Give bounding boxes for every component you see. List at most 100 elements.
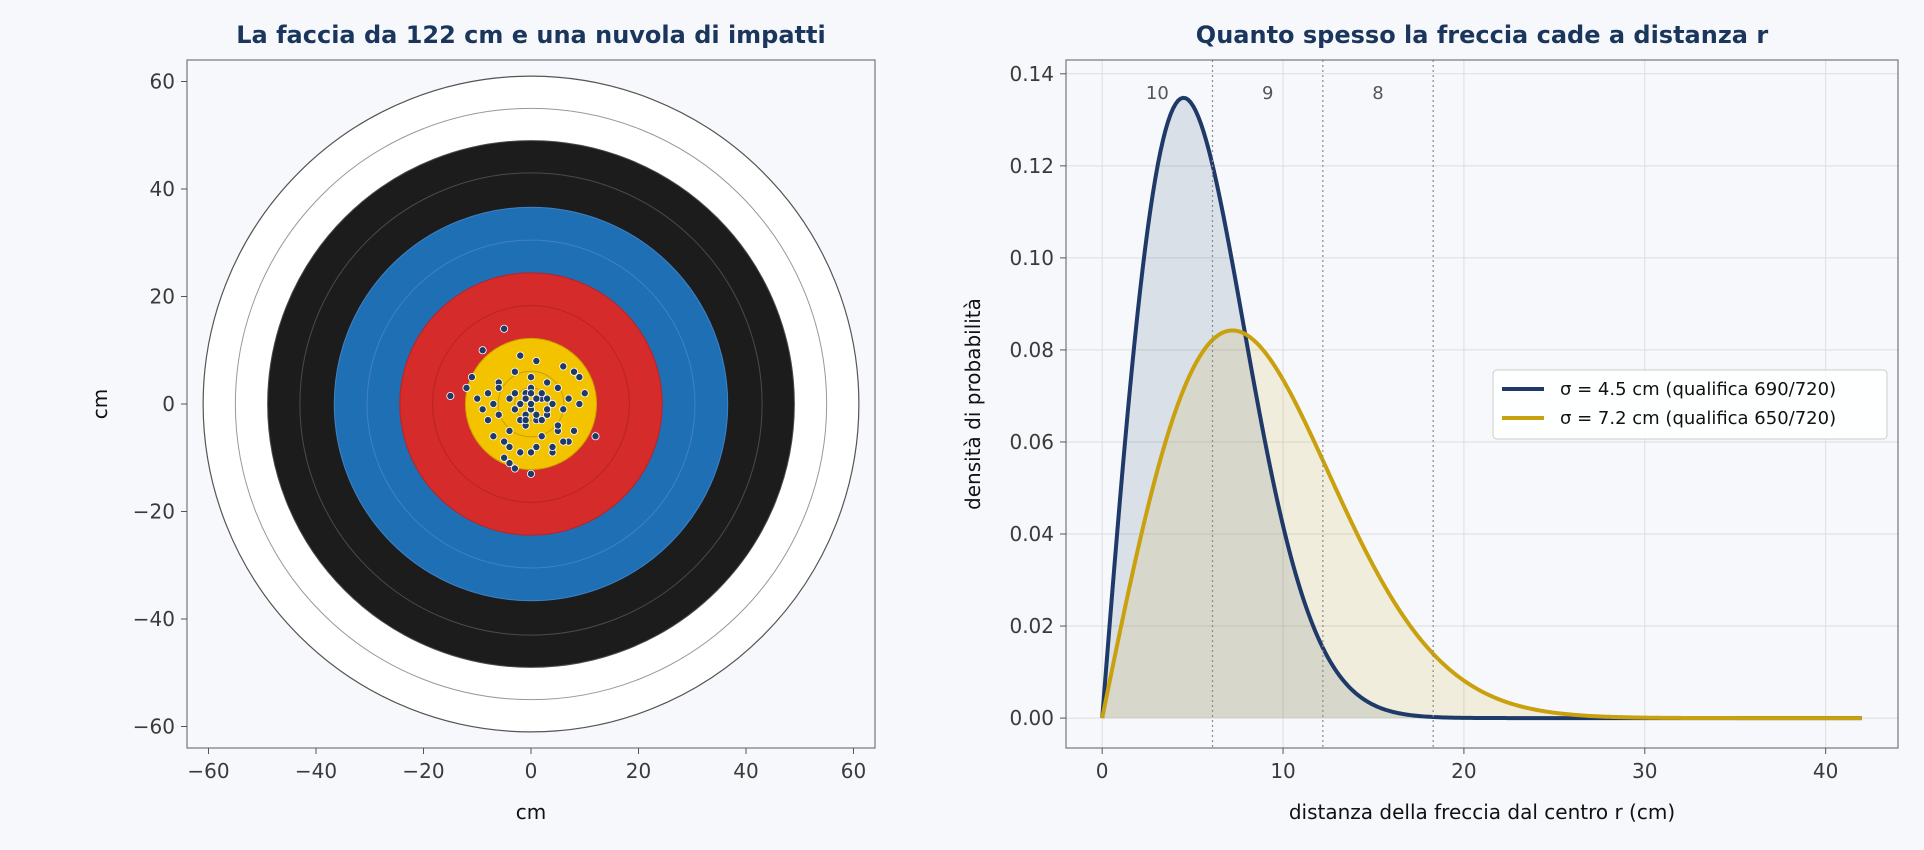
- impact-point: [489, 432, 498, 441]
- density-y-tick-label: 0.10: [1009, 246, 1054, 270]
- density-fill-b: [1102, 330, 1862, 719]
- impact-point: [505, 459, 514, 468]
- impact-point: [516, 351, 525, 360]
- impact-point: [559, 362, 568, 371]
- impact-point: [543, 378, 552, 387]
- target-x-tick-label: 60: [841, 759, 866, 783]
- impact-point: [489, 399, 498, 408]
- impact-point: [473, 394, 482, 403]
- density-y-tick-label: 0.06: [1009, 430, 1054, 454]
- impact-point: [521, 394, 530, 403]
- density-y-tick-label: 0.14: [1009, 62, 1054, 86]
- target-x-tick-label: 20: [626, 759, 651, 783]
- zone-labels: 10 9 8: [1146, 83, 1384, 104]
- legend-label-a: σ = 4.5 cm (qualifica 690/720): [1560, 379, 1836, 400]
- target-x-axis-label: cm: [516, 800, 546, 824]
- density-x-tick-label: 20: [1451, 759, 1476, 783]
- impact-point: [500, 453, 509, 462]
- impact-point: [575, 373, 584, 382]
- target-y-tick-label: 20: [150, 285, 175, 309]
- impact-point: [564, 394, 573, 403]
- impact-point: [580, 389, 589, 398]
- target-y-tick-label: 0: [162, 392, 175, 416]
- density-y-tick-label: 0.02: [1009, 614, 1054, 638]
- density-y-tick-label: 0.04: [1009, 522, 1054, 546]
- impact-point: [532, 394, 541, 403]
- density-y-tick-label: 0.08: [1009, 338, 1054, 362]
- target-x-tick-label: 40: [733, 759, 758, 783]
- impact-point: [527, 469, 536, 478]
- impact-point: [510, 367, 519, 376]
- impact-point: [500, 324, 509, 333]
- impact-point: [505, 442, 514, 451]
- target-y-tick-label: −20: [133, 500, 175, 524]
- density-x-tick-label: 0: [1096, 759, 1109, 783]
- target-x-tick-label: −20: [402, 759, 444, 783]
- density-y-tick-label: 0.12: [1009, 154, 1054, 178]
- impact-point: [516, 448, 525, 457]
- impact-point: [548, 442, 557, 451]
- density-x-tick-label: 30: [1632, 759, 1657, 783]
- density-panel: Quanto spesso la freccia cade a distanza…: [961, 21, 1899, 824]
- zone-label: 9: [1262, 83, 1273, 104]
- target-chart-title: La faccia da 122 cm e una nuvola di impa…: [236, 21, 825, 49]
- impact-point: [521, 416, 530, 425]
- density-x-tick-label: 10: [1270, 759, 1295, 783]
- impact-point: [537, 389, 546, 398]
- impact-point: [483, 416, 492, 425]
- impact-point: [527, 399, 536, 408]
- impact-points: [446, 324, 600, 478]
- density-chart-title: Quanto spesso la freccia cade a distanza…: [1196, 21, 1769, 49]
- impact-point: [591, 432, 600, 441]
- impact-point: [532, 356, 541, 365]
- zone-label: 8: [1372, 83, 1383, 104]
- target-y-ticks: −60 −40 −20 0 20 40 60: [133, 70, 187, 739]
- target-panel: La faccia da 122 cm e una nuvola di impa…: [88, 21, 876, 824]
- impact-point: [548, 399, 557, 408]
- density-plot-frame: [1065, 59, 1899, 749]
- target-x-tick-label: 0: [525, 759, 538, 783]
- target-y-tick-label: −60: [133, 715, 175, 739]
- impact-point: [543, 394, 552, 403]
- impact-point: [570, 367, 579, 376]
- impact-point: [483, 389, 492, 398]
- impact-point: [527, 389, 536, 398]
- impact-point: [505, 394, 514, 403]
- legend-label-b: σ = 7.2 cm (qualifica 650/720): [1560, 408, 1836, 429]
- impact-point: [494, 410, 503, 419]
- impact-point: [559, 437, 568, 446]
- impact-point: [537, 432, 546, 441]
- impact-point: [446, 391, 455, 400]
- target-y-tick-label: 40: [150, 177, 175, 201]
- density-y-ticks: 0.00 0.02 0.04 0.06 0.08 0.10 0.12 0.14: [1009, 62, 1066, 730]
- legend-box: [1492, 369, 1888, 440]
- impact-point: [500, 437, 509, 446]
- impact-point: [559, 405, 568, 414]
- impact-point: [510, 464, 519, 473]
- impact-point: [494, 383, 503, 392]
- target-y-tick-label: 60: [150, 70, 175, 94]
- density-line-b: [1100, 328, 1862, 721]
- impact-point: [478, 405, 487, 414]
- density-y-axis-label: densità di probabilità: [961, 298, 985, 510]
- impact-point: [532, 410, 541, 419]
- target-y-tick-label: −40: [133, 607, 175, 631]
- impact-point: [537, 416, 546, 425]
- legend: σ = 4.5 cm (qualifica 690/720) σ = 7.2 c…: [1492, 369, 1888, 440]
- impact-point: [532, 442, 541, 451]
- target-x-tick-label: −60: [187, 759, 229, 783]
- target-y-axis-label: cm: [88, 389, 112, 419]
- impact-point: [510, 389, 519, 398]
- density-y-tick-label: 0.00: [1009, 706, 1054, 730]
- impact-point: [510, 405, 519, 414]
- zone-label: 10: [1146, 83, 1169, 104]
- density-x-ticks: 0 10 20 30 40: [1096, 748, 1838, 783]
- impact-point: [527, 448, 536, 457]
- impact-point: [553, 421, 562, 430]
- impact-point: [575, 399, 584, 408]
- impact-point: [462, 383, 471, 392]
- target-x-ticks: −60 −40 −20 0 20 40 60: [187, 748, 866, 783]
- impact-point: [478, 346, 487, 355]
- impact-point: [505, 426, 514, 435]
